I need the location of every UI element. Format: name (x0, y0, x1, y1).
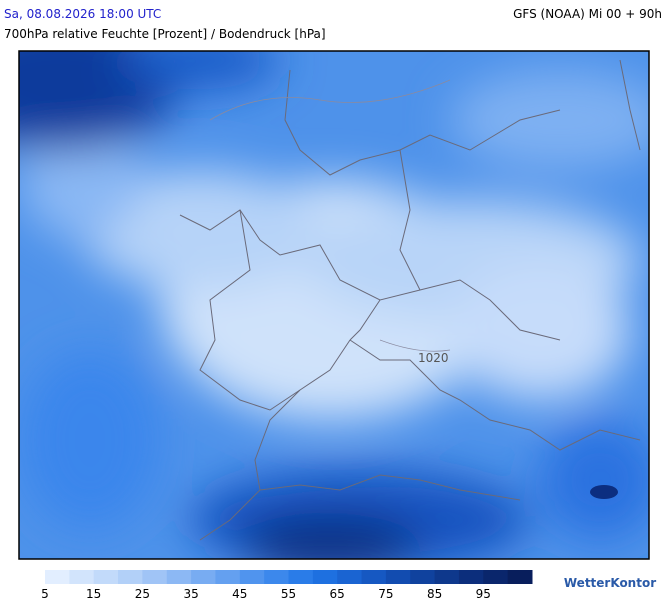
legend-swatch (45, 570, 70, 584)
isobar-label: 1020 (418, 351, 449, 365)
legend-swatch (507, 570, 533, 584)
legend-swatch (118, 570, 143, 584)
legend-label: 75 (378, 587, 393, 600)
legend-swatch (410, 570, 436, 584)
legend-label: 45 (232, 587, 247, 600)
borders (179, 59, 641, 541)
legend-label: 55 (281, 587, 296, 600)
legend-swatch (458, 570, 484, 584)
legend-label: 85 (427, 587, 442, 600)
legend-swatch (215, 570, 241, 584)
legend-label: 65 (330, 587, 345, 600)
legend-swatch (361, 570, 387, 584)
legend-label: 5 (41, 587, 49, 600)
legend-label: 95 (476, 587, 491, 600)
legend-swatch (264, 570, 289, 584)
legend-swatch (69, 570, 95, 584)
field-blobs (19, 51, 649, 559)
legend-swatch (142, 570, 168, 584)
legend-swatch (385, 570, 411, 584)
legend-swatch (312, 570, 338, 584)
brand: WetterKontor (564, 576, 656, 590)
legend-swatch (434, 570, 460, 584)
legend-swatch (337, 570, 363, 584)
isobar (209, 79, 451, 352)
field-core (590, 485, 618, 499)
legend-swatch (93, 570, 119, 584)
model-run: GFS (NOAA) Mi 00 + 90h (513, 7, 662, 21)
map-frame (18, 50, 650, 560)
legend-swatch (288, 570, 314, 584)
legend: 5 15 25 35 45 55 65 75 85 95 (41, 570, 533, 600)
map-title: 700hPa relative Feuchte [Prozent] / Bode… (4, 27, 326, 41)
legend-swatch (483, 570, 509, 584)
legend-label: 25 (135, 587, 150, 600)
legend-label: 35 (183, 587, 198, 600)
legend-label: 15 (86, 587, 101, 600)
valid-time: Sa, 08.08.2026 18:00 UTC (4, 7, 161, 21)
humidity-field: 1020 (19, 51, 649, 559)
legend-swatch (166, 570, 192, 584)
legend-swatch (239, 570, 265, 584)
legend-swatch (191, 570, 216, 584)
